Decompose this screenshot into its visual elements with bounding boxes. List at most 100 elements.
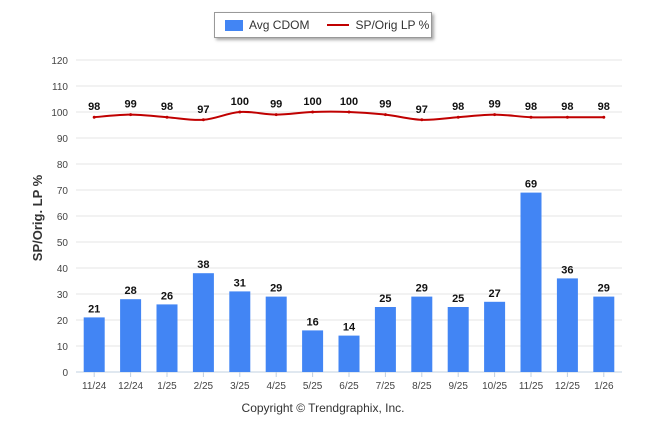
bar [556,278,578,372]
line-point [420,118,424,122]
bar [411,296,433,372]
x-tick-label: 3/25 [230,381,250,392]
bar-data-label: 27 [488,288,500,300]
bar [120,299,142,372]
line-data-label: 98 [525,101,537,113]
y-tick-label: 120 [51,56,68,67]
line-point [274,113,278,117]
line-point [347,110,351,114]
line-data-label: 99 [379,99,391,111]
y-tick-label: 10 [57,342,69,353]
line-data-label: 98 [161,101,173,113]
x-tick-label: 6/25 [339,381,359,392]
line-data-label: 100 [303,96,321,108]
y-tick-label: 90 [57,134,69,145]
y-axis-label: SP/Orig. LP % [30,174,45,261]
legend-item-bar: Avg CDOM [225,18,309,32]
bar [83,317,105,372]
bar [447,307,469,372]
y-tick-label: 100 [51,108,68,119]
legend-label-bar: Avg CDOM [249,18,310,32]
line-data-label: 99 [270,99,282,111]
x-tick-label: 12/24 [118,381,143,392]
bar [338,335,360,372]
bar-data-label: 26 [161,290,173,302]
x-tick-label: 4/25 [266,381,286,392]
y-tick-label: 60 [57,212,69,223]
y-tick-label: 40 [57,264,69,275]
line-data-label: 99 [488,99,500,111]
line-point [565,115,569,119]
y-tick-label: 0 [62,368,68,379]
legend-label-line: SP/Orig LP % [355,18,430,32]
legend-item-line: SP/Orig LP % [327,18,429,32]
bar-data-label: 69 [525,179,537,191]
line-data-label: 97 [416,104,428,116]
y-tick-label: 70 [57,186,69,197]
bar [374,307,396,372]
bar-data-label: 29 [416,283,428,295]
bar [156,304,178,372]
bar-data-label: 28 [124,285,136,297]
line-data-label: 98 [88,101,100,113]
line-data-label: 100 [231,96,249,108]
x-axis-ticks: 11/24 12/24 1/25 2/25 3/25 4/25 5/25 6/25 7/25 8/… [82,372,614,392]
line-point [529,115,533,119]
x-tick-label: 2/25 [194,381,214,392]
bar [520,192,542,372]
bar [302,330,324,372]
y-tick-label: 50 [57,238,69,249]
x-tick-label: 1/25 [157,381,177,392]
y-tick-label: 30 [57,290,69,301]
line-data-label: 99 [124,99,136,111]
line-point [311,110,315,114]
bar-data-label: 38 [197,259,209,271]
line-point [92,115,96,119]
y-axis-ticks: 0 10 20 30 40 50 60 70 80 90 100 110 120 [51,56,68,379]
bar-data-label: 31 [234,277,246,289]
line-point [238,110,242,114]
y-tick-label: 80 [57,160,69,171]
bar-data-label: 29 [270,283,282,295]
line-point [129,113,133,117]
bar-data-label: 25 [379,293,391,305]
bar-data-label: 29 [598,283,610,295]
bar [229,291,251,372]
x-tick-label: 1/26 [594,381,614,392]
line-point [602,115,606,119]
line-data-label: 98 [561,101,573,113]
x-tick-label: 9/25 [448,381,468,392]
bar-series: 21 28 26 38 31 29 16 14 25 29 25 27 69 36 29 [83,179,615,372]
bar [265,296,287,372]
legend: Avg CDOM SP/Orig LP % [214,12,432,38]
bar [593,296,615,372]
y-tick-label: 20 [57,316,69,327]
legend-swatch-line [327,24,350,26]
line-point [201,118,205,122]
line-point [493,113,497,117]
bar [484,301,506,372]
bar-data-label: 16 [306,316,318,328]
bar-data-label: 14 [343,322,356,334]
x-tick-label: 8/25 [412,381,432,392]
bar-data-label: 21 [88,303,100,315]
x-tick-label: 10/25 [482,381,507,392]
x-tick-label: 12/25 [555,381,580,392]
x-tick-label: 11/25 [519,381,544,392]
line-point [456,115,460,119]
y-tick-label: 110 [52,82,68,93]
line-point [383,113,387,117]
x-tick-label: 7/25 [376,381,396,392]
line-data-label: 100 [340,96,358,108]
bar-data-label: 25 [452,293,464,305]
line-data-label: 98 [452,101,464,113]
line-data-label: 97 [197,104,209,116]
x-tick-label: 5/25 [303,381,323,392]
bar [192,273,214,372]
line-series: 98 99 98 97 100 99 100 100 99 97 98 99 98 98 98 [88,96,610,122]
x-tick-label: 11/24 [82,381,107,392]
copyright-text: Copyright © Trendgraphix, Inc. [241,401,405,415]
line-point [165,115,169,119]
bar-data-label: 36 [561,264,573,276]
